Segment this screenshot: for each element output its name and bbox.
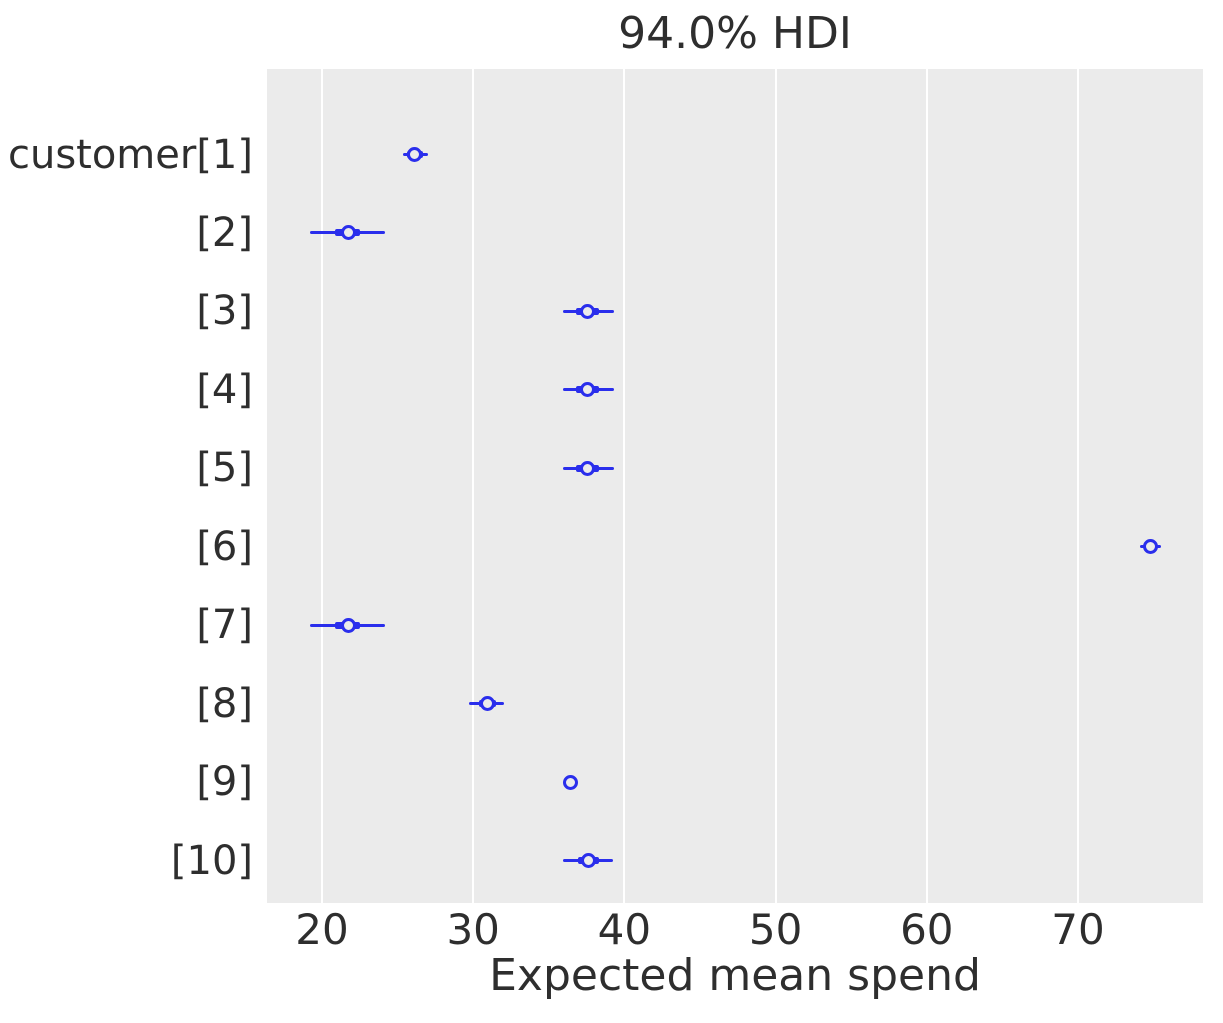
x-tick-label: 60: [900, 905, 954, 954]
x-axis-label: Expected mean spend: [489, 950, 981, 1001]
gridline: [321, 69, 323, 903]
y-tick-label: [9]: [196, 759, 253, 806]
mean-marker: [480, 696, 496, 712]
x-tick-label: 70: [1051, 905, 1105, 954]
mean-marker: [341, 617, 356, 633]
x-axis-ticks: 20 30 40 50 60 70: [267, 905, 1203, 957]
mean-marker: [1143, 539, 1158, 555]
x-tick-label: 50: [748, 905, 803, 954]
mean-marker: [579, 303, 595, 319]
mean-marker: [580, 853, 596, 869]
mean-marker: [341, 225, 356, 241]
y-tick-label: [4]: [196, 366, 253, 413]
y-tick-label: [2]: [196, 209, 253, 256]
y-tick-label: [5]: [196, 445, 253, 492]
x-tick-label: 20: [295, 905, 349, 954]
y-tick-label: [3]: [196, 288, 253, 335]
x-tick-label: 30: [446, 905, 500, 954]
y-tick-label: [7]: [196, 602, 253, 649]
plot-area: [267, 69, 1203, 903]
y-tick-label: [6]: [196, 523, 253, 570]
y-tick-label: [10]: [170, 837, 253, 884]
chart-title: 94.0% HDI: [618, 8, 852, 59]
mean-marker: [562, 774, 578, 790]
mean-marker: [579, 460, 595, 476]
x-tick-label: 40: [597, 905, 652, 954]
y-tick-label: customer[1]: [7, 131, 253, 178]
gridline: [1077, 69, 1079, 903]
gridline: [472, 69, 475, 903]
mean-marker: [406, 147, 422, 162]
gridline: [925, 69, 928, 903]
gridline: [623, 69, 626, 903]
y-tick-label: [8]: [196, 680, 253, 727]
y-axis-labels: customer[1] [2] [3] [4] [5] [6] [7] [8] [9] [10]: [0, 0, 253, 1023]
gridline: [774, 69, 777, 903]
mean-marker: [579, 382, 595, 398]
